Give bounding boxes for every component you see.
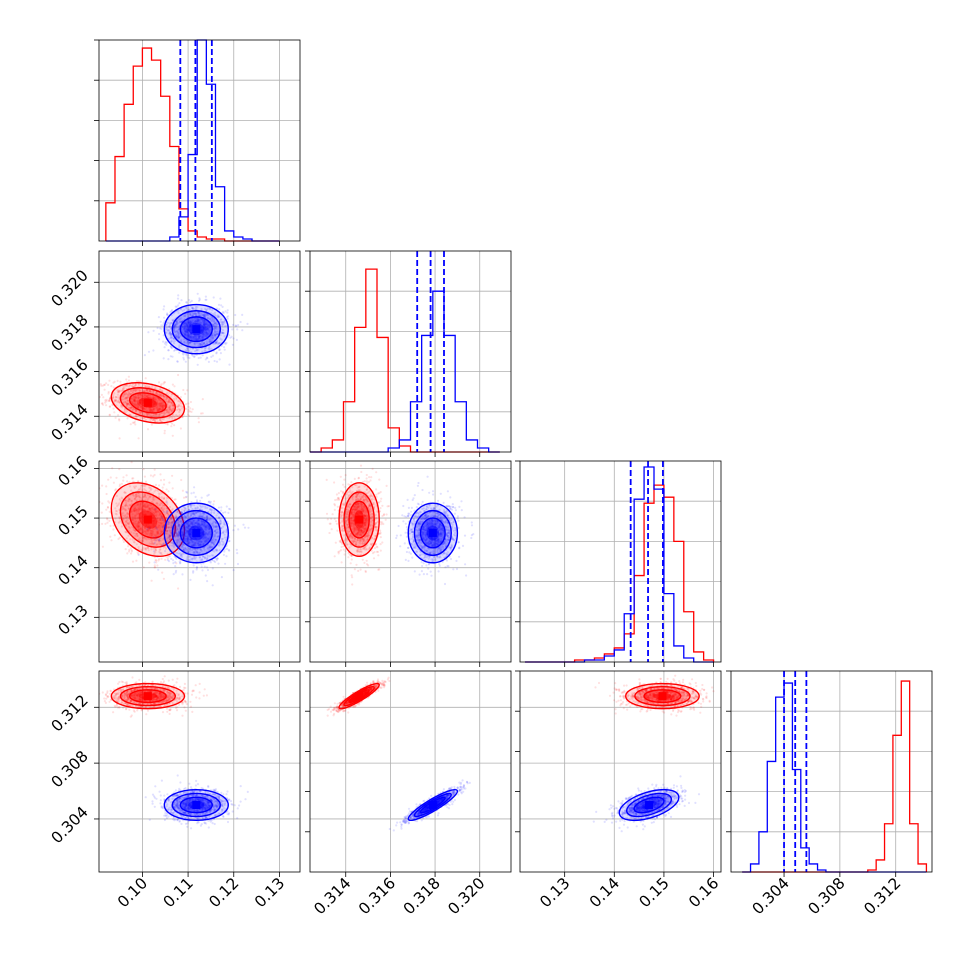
y-tick-label: 0.14 <box>55 552 92 589</box>
axes-frame <box>98 670 301 873</box>
x-tick-label: 0.14 <box>586 874 623 911</box>
density-peak-red <box>355 515 364 524</box>
histogram-panel-1 <box>305 250 512 457</box>
histogram-blue <box>105 39 280 242</box>
density-peak-red <box>355 692 364 701</box>
x-tick-label: 0.15 <box>636 874 673 911</box>
histogram-red <box>524 484 715 663</box>
density-peak-blue <box>428 528 437 537</box>
y-tick-label: 0.304 <box>48 803 92 847</box>
axes-frame <box>730 670 933 873</box>
axes-frame <box>519 670 722 873</box>
x-tick-label: 0.314 <box>310 874 354 918</box>
y-tick-label: 0.312 <box>48 691 92 735</box>
tick-labels: 0.10 0.11 0.12 0.13 0.314 0.316 0.318 0.320 0.13… <box>48 266 905 918</box>
scatter-points-blue <box>395 475 475 586</box>
density-peak-red <box>143 398 152 407</box>
density-peak-red <box>658 692 667 701</box>
panel-content <box>326 676 471 832</box>
y-tick-label: 0.318 <box>48 311 92 355</box>
y-tick-label: 0.13 <box>55 601 92 638</box>
x-tick-label: 0.13 <box>536 874 573 911</box>
histogram-blue <box>524 466 714 663</box>
x-tick-label: 0.316 <box>355 874 399 918</box>
x-tick-label: 0.308 <box>805 874 849 918</box>
axes-frame <box>98 39 301 242</box>
y-tick-label: 0.314 <box>48 400 92 444</box>
scatter-panel-2-0 <box>94 460 301 667</box>
x-tick-label: 0.10 <box>114 874 151 911</box>
x-tick-label: 0.13 <box>251 874 288 911</box>
panel-content <box>592 674 715 833</box>
histogram-red <box>742 680 928 873</box>
y-tick-label: 0.316 <box>48 356 92 400</box>
y-tick-label: 0.15 <box>55 502 92 539</box>
panel-content <box>99 461 250 590</box>
density-peak-red <box>143 692 152 701</box>
panel-content <box>325 464 475 586</box>
histogram-red <box>105 47 280 242</box>
y-tick-label: 0.320 <box>48 266 92 310</box>
x-tick-label: 0.16 <box>685 874 722 911</box>
histogram-panel-3 <box>726 670 933 877</box>
density-peak-blue <box>645 801 654 809</box>
axes-frame <box>519 460 722 663</box>
scatter-panel-1-0 <box>94 250 301 457</box>
scatter-panel-3-1 <box>305 670 512 877</box>
axes-frame <box>309 670 512 873</box>
density-peak-blue <box>192 325 201 334</box>
y-tick-label: 0.308 <box>48 747 92 791</box>
density-peak-blue <box>192 528 201 537</box>
x-tick-label: 0.304 <box>749 874 793 918</box>
histogram-panel-2 <box>515 460 722 667</box>
histogram-red <box>310 268 500 453</box>
density-peak-red <box>143 515 152 524</box>
scatter-panel-3-2 <box>515 670 722 877</box>
histogram-panel-0 <box>94 39 301 246</box>
x-tick-label: 0.320 <box>444 874 488 918</box>
x-tick-label: 0.12 <box>205 874 242 911</box>
axes-frame <box>98 460 301 663</box>
axes-frame <box>309 460 512 663</box>
density-peak-blue <box>428 801 437 809</box>
density-peak-blue <box>192 801 201 809</box>
panel-content <box>99 292 249 440</box>
x-tick-label: 0.318 <box>400 874 444 918</box>
scatter-panel-2-1 <box>305 460 512 667</box>
axes-frame <box>309 250 512 453</box>
y-tick-label: 0.16 <box>55 453 92 490</box>
x-tick-label: 0.312 <box>860 874 904 918</box>
x-tick-label: 0.11 <box>160 874 197 911</box>
panel-content <box>99 675 249 830</box>
scatter-panel-3-0 <box>94 670 301 877</box>
axes-frame <box>98 250 301 453</box>
